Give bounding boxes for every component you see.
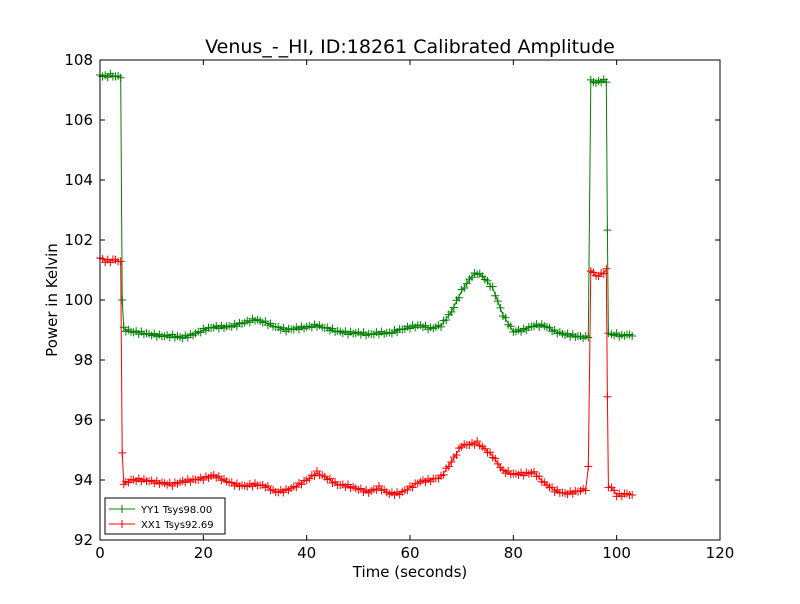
data-point-marker [292, 483, 301, 492]
y-tick-label: 100 [64, 291, 93, 309]
data-point-marker [455, 293, 464, 302]
x-axis-label: Time (seconds) [352, 563, 468, 581]
data-point-marker [325, 474, 334, 483]
data-point-marker [118, 448, 127, 457]
data-point-marker [437, 322, 445, 331]
y-tick-label: 102 [64, 231, 93, 249]
ticks-layer: 0 20 40 60 80 100 120 92 94 96 98 100 102 104 106 108 [64, 51, 734, 562]
x-tick-label: 60 [400, 544, 419, 562]
data-point-marker [491, 454, 500, 463]
x-tick-label: 0 [95, 544, 105, 562]
y-tick-label: 92 [74, 531, 93, 549]
data-point-marker [447, 457, 456, 466]
x-tick-label: 40 [297, 544, 316, 562]
data-point-marker [468, 273, 476, 282]
data-point-marker [447, 307, 456, 316]
data-point-marker [491, 291, 500, 300]
y-axis-label: Power in Kelvin [43, 243, 61, 357]
data-point-marker [610, 486, 619, 495]
data-point-marker [603, 392, 612, 401]
data-point-marker [602, 78, 611, 87]
data-point-marker [548, 483, 557, 492]
y-tick-label: 108 [64, 51, 93, 69]
data-point-marker [584, 333, 593, 342]
data-point-marker [310, 471, 319, 480]
data-point-marker [118, 296, 127, 305]
legend-swatch-marker [118, 520, 126, 528]
x-tick-label: 100 [602, 544, 631, 562]
chart-title: Venus_-_HI, ID:18261 Calibrated Amplitud… [205, 36, 615, 58]
data-point-marker [439, 470, 448, 479]
data-point-marker [493, 297, 502, 306]
data-point-marker [535, 472, 544, 481]
data-point-marker [599, 269, 608, 278]
y-tick-label: 104 [64, 171, 93, 189]
x-tick-label: 80 [504, 544, 523, 562]
legend: YY1 Tsys98.00 XX1 Tsys92.69 [104, 497, 226, 535]
data-point-marker [506, 322, 515, 331]
data-point-marker [602, 264, 611, 273]
y-tick-label: 106 [64, 111, 93, 129]
data-point-marker [530, 467, 538, 476]
data-point-marker [116, 257, 125, 266]
data-point-marker [473, 437, 482, 446]
data-point-marker [452, 451, 461, 460]
legend-swatch-marker [118, 505, 126, 513]
data-point-marker [628, 491, 637, 499]
data-point-marker [214, 472, 223, 481]
y-tick-label: 94 [74, 471, 93, 489]
data-point-marker [444, 462, 453, 471]
data-point-marker [496, 303, 505, 312]
data-point-marker [442, 316, 451, 325]
series-1 [96, 253, 637, 501]
data-point-marker [263, 482, 272, 490]
legend-label: XX1 Tsys92.69 [141, 520, 214, 531]
data-point-marker [116, 73, 125, 82]
data-point-marker [603, 226, 612, 235]
y-tick-label: 98 [74, 351, 93, 369]
data-point-marker [584, 462, 593, 471]
data-point-marker [483, 276, 492, 285]
x-tick-label: 20 [194, 544, 213, 562]
data-point-marker [375, 482, 383, 491]
data-point-marker [462, 279, 471, 288]
data-point-marker [486, 448, 495, 457]
series-0 [96, 69, 637, 343]
data-point-marker [501, 313, 510, 322]
data-point-marker [313, 467, 321, 476]
data-point-marker [581, 486, 590, 495]
legend-label: YY1 Tsys98.00 [140, 505, 212, 516]
legend-box [104, 497, 226, 535]
data-point-marker [628, 332, 637, 340]
y-tick-label: 96 [74, 411, 93, 429]
data-point-marker [460, 284, 469, 293]
data-point-marker [488, 282, 497, 291]
x-tick-label: 120 [706, 544, 735, 562]
data-point-marker [449, 303, 458, 312]
series-layer [96, 69, 637, 501]
data-point-marker [408, 483, 417, 492]
